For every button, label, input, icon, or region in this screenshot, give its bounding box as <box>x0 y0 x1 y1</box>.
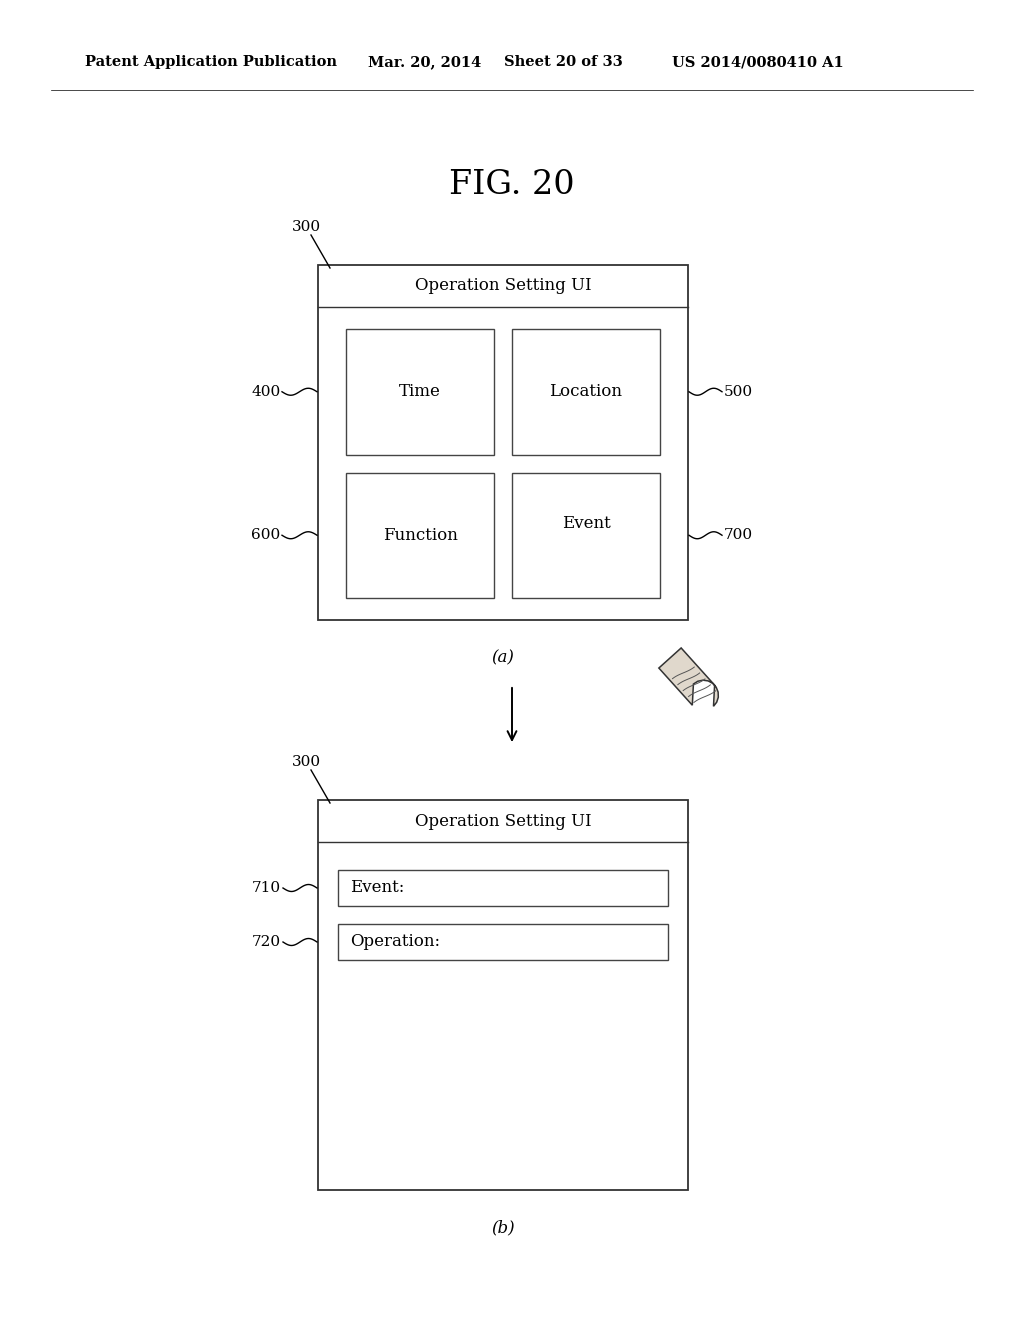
Bar <box>318 265 688 620</box>
Bar <box>338 924 668 960</box>
Bar <box>338 870 668 906</box>
Text: Event:: Event: <box>350 879 404 896</box>
Text: Sheet 20 of 33: Sheet 20 of 33 <box>504 55 623 69</box>
Bar <box>346 329 494 454</box>
Text: 720: 720 <box>252 935 281 949</box>
Text: 300: 300 <box>292 755 321 770</box>
Text: (a): (a) <box>492 649 514 667</box>
Text: Operation:: Operation: <box>350 933 440 950</box>
Bar <box>512 329 660 454</box>
Text: (b): (b) <box>492 1220 515 1237</box>
Text: Time: Time <box>399 383 441 400</box>
Bar <box>318 800 688 1191</box>
Text: 600: 600 <box>251 528 281 543</box>
Text: 500: 500 <box>723 384 753 399</box>
Text: 710: 710 <box>252 880 281 895</box>
Text: Patent Application Publication: Patent Application Publication <box>85 55 337 69</box>
Polygon shape <box>658 648 718 706</box>
Text: Operation Setting UI: Operation Setting UI <box>415 277 591 294</box>
Text: Location: Location <box>550 383 623 400</box>
Text: Event: Event <box>561 515 610 532</box>
Bar <box>346 473 494 598</box>
Text: US 2014/0080410 A1: US 2014/0080410 A1 <box>672 55 844 69</box>
Text: Mar. 20, 2014: Mar. 20, 2014 <box>368 55 481 69</box>
Bar <box>512 473 660 598</box>
Text: Function: Function <box>383 527 458 544</box>
Text: 400: 400 <box>251 384 281 399</box>
Text: 700: 700 <box>723 528 753 543</box>
Text: Operation Setting UI: Operation Setting UI <box>415 813 591 829</box>
Text: 300: 300 <box>292 220 321 234</box>
Text: FIG. 20: FIG. 20 <box>450 169 574 201</box>
